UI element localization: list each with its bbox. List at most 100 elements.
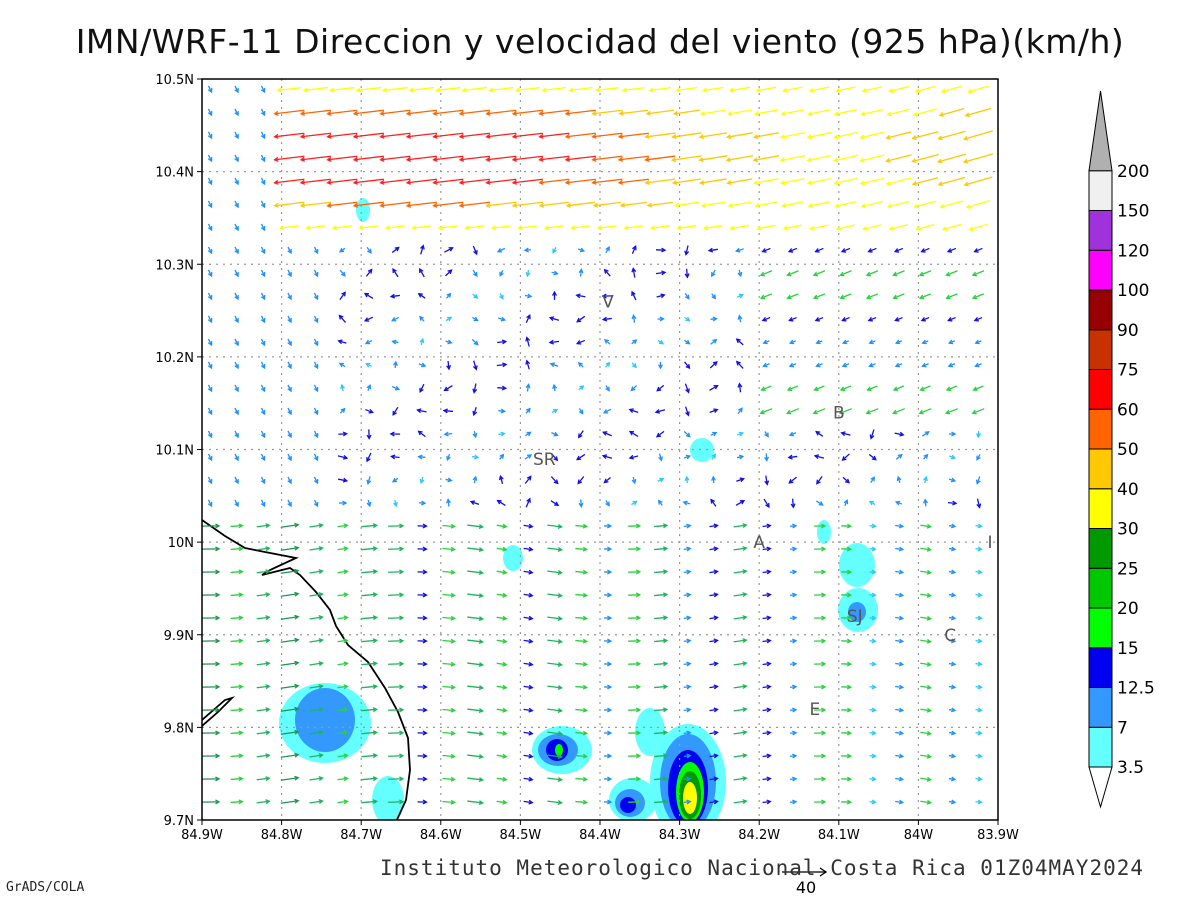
wind-vector: [733, 615, 748, 621]
wind-vector: [575, 730, 589, 736]
wind-vector: [895, 546, 905, 552]
wind-vector: [411, 225, 432, 231]
wind-vector: [471, 454, 480, 460]
wind-vector: [631, 339, 638, 345]
wind-vector: [337, 339, 347, 345]
wind-vector: [895, 453, 903, 460]
wind-vector: [938, 108, 965, 117]
wind-vector: [207, 131, 213, 140]
wind-vector: [278, 225, 299, 231]
wind-vector: [841, 546, 853, 552]
wind-vector: [948, 546, 957, 552]
wind-vector: [760, 385, 772, 392]
wind-vector: [496, 638, 508, 644]
wind-vector: [276, 86, 302, 93]
wind-vector: [628, 776, 642, 782]
wind-vector: [842, 476, 851, 484]
wind-vector: [564, 132, 596, 139]
wind-vector: [442, 523, 456, 529]
wind-vector: [511, 132, 543, 139]
wind-vector: [920, 638, 933, 644]
wind-vector: [709, 707, 719, 713]
wind-vector: [525, 383, 531, 392]
wind-vector: [923, 498, 928, 507]
wind-vector: [868, 339, 876, 345]
wind-vector: [405, 132, 437, 139]
wind-vector: [841, 776, 853, 782]
wind-vector: [339, 407, 346, 414]
wind-vector: [230, 730, 244, 736]
wind-vector: [781, 201, 804, 208]
wind-vector: [788, 431, 797, 437]
wind-vector: [920, 615, 933, 621]
wind-vector: [921, 339, 929, 345]
wind-vector: [894, 500, 903, 506]
place-label: A: [753, 533, 765, 553]
wind-vector: [234, 200, 239, 209]
wind-vector: [759, 408, 773, 415]
wind-vector: [442, 592, 456, 598]
wind-vector: [604, 707, 613, 713]
wind-vector: [915, 223, 935, 231]
wind-vector: [709, 799, 719, 805]
wind-vector: [762, 776, 772, 782]
wind-vector: [207, 200, 213, 209]
wind-vector: [762, 523, 772, 529]
wind-vector: [895, 661, 905, 667]
wind-vector: [273, 155, 305, 162]
wind-vector: [366, 429, 372, 440]
wind-vector: [936, 153, 967, 164]
wind-vector: [338, 314, 347, 323]
colorbar-swatch: [1088, 528, 1113, 569]
wind-vector: [888, 224, 909, 231]
wind-vector: [446, 453, 451, 462]
wind-vector: [735, 500, 746, 506]
wind-vector: [379, 132, 411, 139]
wind-vector: [496, 615, 508, 621]
wind-vector: [710, 338, 718, 345]
wind-vector: [514, 86, 540, 93]
wind-vector: [644, 178, 676, 185]
place-labels: V SR B A I SJ C E: [533, 292, 993, 720]
wind-vector: [654, 546, 669, 552]
wind-vector: [656, 293, 666, 299]
wind-vector: [617, 155, 649, 162]
wind-vector: [366, 499, 372, 508]
wind-vector: [869, 799, 877, 805]
wind-vector: [867, 316, 877, 322]
wind-vector: [759, 270, 773, 277]
wind-vector: [417, 293, 426, 299]
wind-vector: [973, 247, 983, 253]
wind-vector: [764, 475, 770, 486]
wind-vector: [885, 177, 912, 186]
wind-vector: [860, 108, 884, 117]
wind-vector: [701, 86, 724, 93]
colorbar-cap-top: [1088, 90, 1113, 172]
wind-vector: [971, 270, 985, 277]
wind-vector: [654, 523, 669, 529]
wind-vector: [833, 131, 858, 140]
wind-vector: [280, 683, 300, 689]
x-tick-label: 84.9W: [181, 828, 223, 843]
wind-vector: [762, 638, 772, 644]
wind-vector: [788, 339, 797, 345]
wind-vector: [564, 109, 596, 116]
wind-vector: [841, 684, 853, 690]
wind-vector: [547, 731, 563, 736]
wind-vector: [920, 799, 933, 805]
wind-vector: [202, 592, 221, 598]
wind-vector: [309, 523, 324, 528]
wind-vector: [361, 707, 379, 713]
colorbar-swatch: [1088, 329, 1113, 370]
wind-vector: [442, 569, 456, 575]
x-tick-label: 84.2W: [738, 828, 780, 843]
wind-vector: [207, 430, 213, 439]
wind-vector: [467, 616, 485, 622]
wind-vector: [256, 523, 271, 529]
wind-vector: [948, 431, 957, 437]
wind-vector: [405, 155, 437, 162]
wind-vector: [733, 799, 748, 805]
wind-vector: [841, 569, 853, 575]
wind-vector: [309, 569, 324, 574]
